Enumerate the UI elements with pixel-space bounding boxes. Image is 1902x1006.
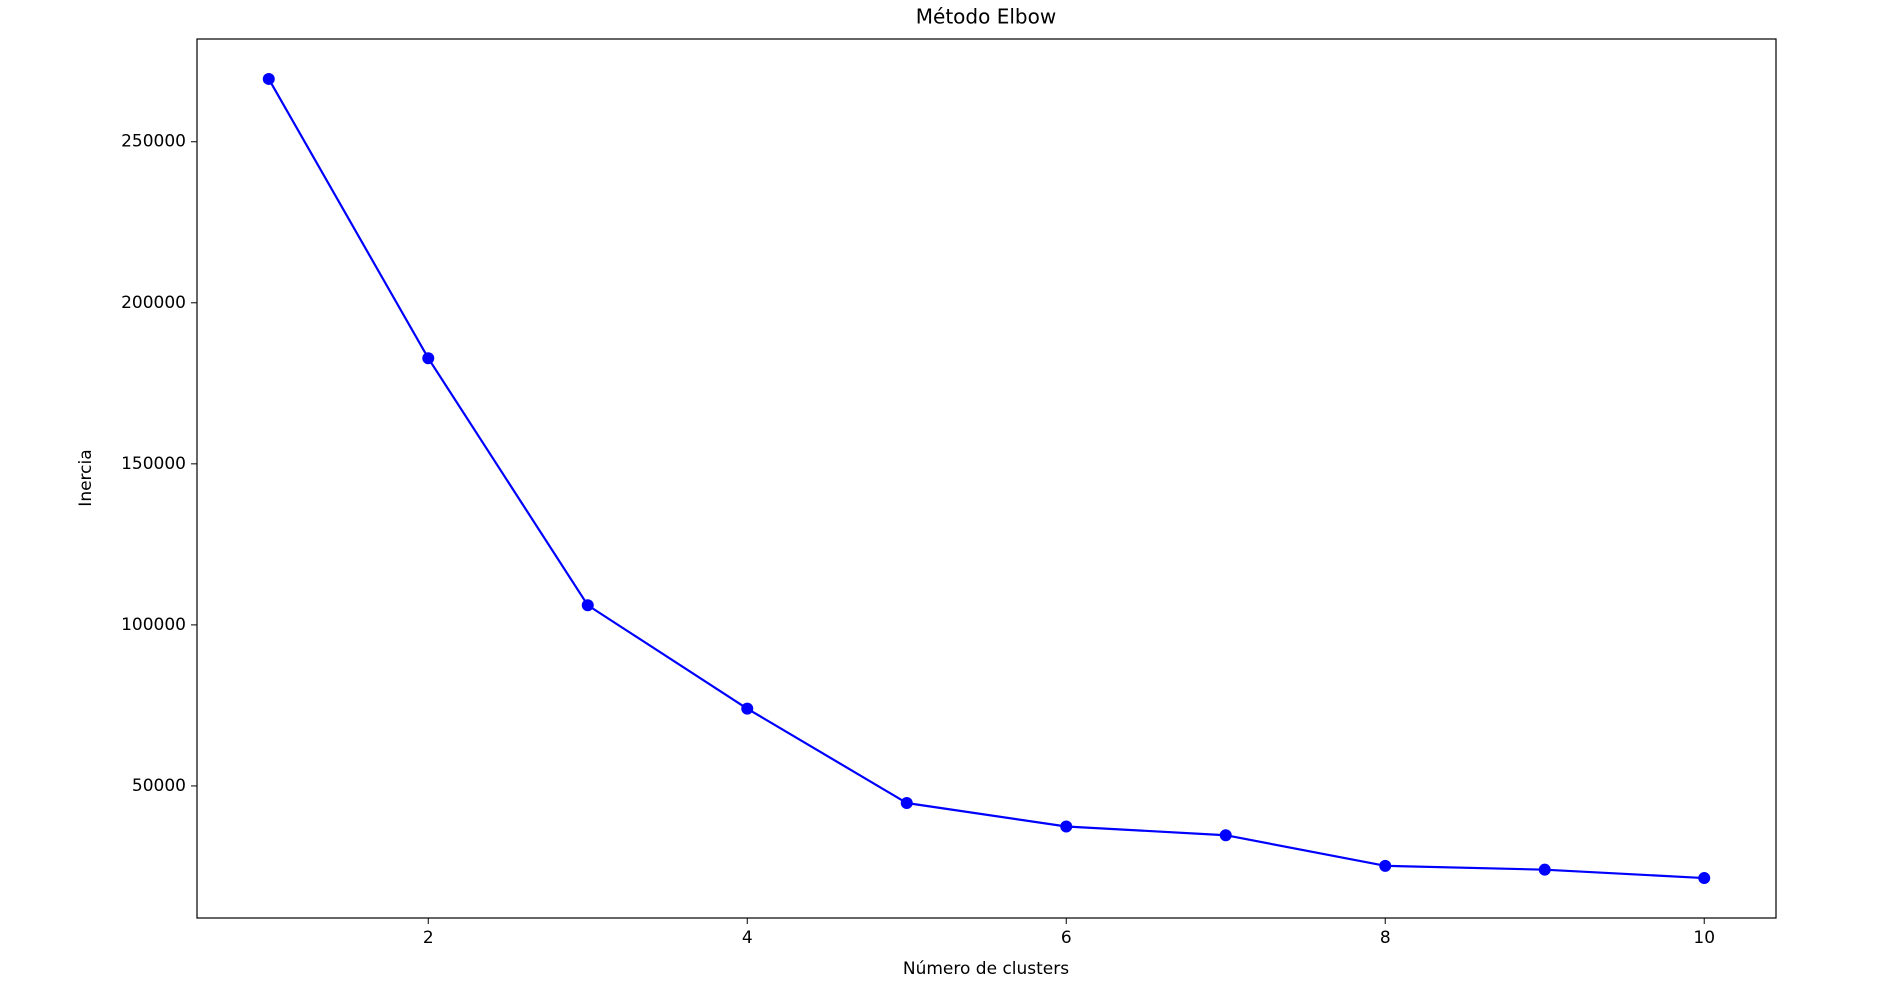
data-point (1219, 829, 1232, 842)
y-tick-label: 100000 (121, 615, 186, 635)
x-tick-label: 4 (742, 928, 753, 948)
y-tick-label: 150000 (121, 454, 186, 474)
data-point (581, 599, 594, 612)
data-line (267, 78, 1705, 880)
data-point (741, 702, 754, 715)
y-tick-label: 250000 (121, 132, 186, 152)
x-tick-label: 6 (1061, 928, 1072, 948)
data-point (1379, 859, 1392, 872)
data-point (1060, 820, 1073, 833)
data-point (1538, 863, 1551, 876)
plot-frame (196, 38, 1777, 919)
x-tick-label: 2 (423, 928, 434, 948)
x-axis-label: Número de clusters (903, 959, 1069, 979)
x-tick-label: 8 (1380, 928, 1391, 948)
data-point (900, 797, 913, 810)
data-point (1698, 872, 1711, 885)
data-point (422, 352, 435, 365)
y-tick-label: 200000 (121, 293, 186, 313)
y-tick-label: 50000 (132, 776, 186, 796)
x-tick-label: 10 (1693, 928, 1715, 948)
chart-title: Método Elbow (916, 5, 1056, 29)
y-axis-label: Inercia (76, 449, 96, 506)
data-point (262, 72, 275, 85)
